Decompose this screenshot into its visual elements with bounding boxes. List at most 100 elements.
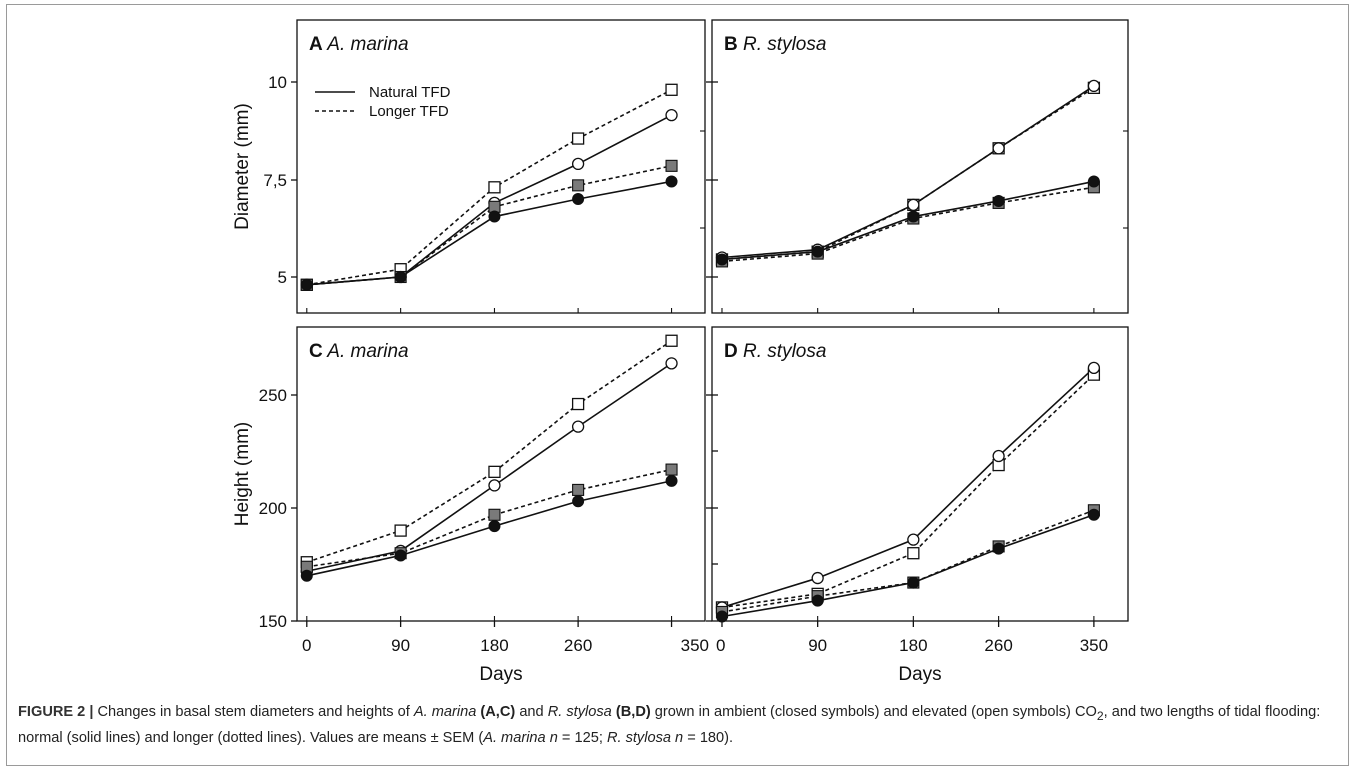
caption-text: Changes in basal stem diameters and heig… [93, 704, 414, 720]
point-open-square [571, 132, 585, 145]
legend-longer-tfd: Longer TFD [369, 103, 449, 120]
caption-text: (A,C) [480, 704, 516, 720]
point-filled-circle [715, 253, 728, 266]
y-tick-label: 250 [259, 386, 287, 405]
y-tick-label: 7,5 [263, 171, 287, 190]
point-filled-circle [992, 194, 1005, 207]
caption-text: R. stylosa [547, 704, 612, 720]
point-open-circle [665, 357, 678, 370]
panel-a: 5 7,5 10 Diameter (mm) Natural TFD Longer TFD [232, 19, 706, 314]
panel-c: 150 200 250 0 90 180 260 350 Days Height (mm) [232, 326, 709, 685]
caption-label: FIGURE 2 | [18, 704, 94, 720]
series-line [306, 180, 672, 286]
point-grey-square [488, 508, 501, 521]
caption-text: = 180). [683, 729, 734, 746]
x-tick-label: 260 [984, 636, 1012, 655]
y-axis-label: Diameter (mm) [232, 103, 253, 230]
x-axis-label: Days [898, 664, 941, 685]
point-filled-circle [907, 210, 920, 223]
caption-text: = 125; [557, 729, 607, 746]
x-tick-label: 180 [899, 636, 927, 655]
point-open-circle [1087, 361, 1101, 375]
figure-frame [6, 4, 1349, 766]
series-line [721, 509, 1095, 613]
point-open-square [488, 181, 501, 194]
point-open-square [488, 465, 501, 478]
point-open-circle [992, 449, 1005, 463]
point-grey-square [665, 159, 678, 172]
x-tick-label: 0 [716, 636, 725, 655]
plot-frame [711, 326, 1129, 622]
point-filled-circle [300, 569, 313, 582]
figure-chart: 5 7,5 10 Diameter (mm) Natural TFD Longer TFD… [232, 19, 1129, 685]
point-open-square [665, 83, 678, 96]
point-open-square [394, 524, 407, 537]
point-grey-square [572, 483, 585, 496]
point-filled-circle [811, 245, 824, 258]
point-grey-square [665, 463, 678, 476]
point-open-circle [907, 198, 920, 212]
point-open-circle [811, 571, 824, 585]
point-filled-circle [572, 495, 585, 508]
panel-b [706, 19, 1129, 314]
x-tick-label: 180 [480, 636, 508, 655]
panel-title: B R. stylosa [724, 34, 826, 55]
plot-frame [296, 326, 706, 622]
point-filled-circle [1087, 175, 1100, 188]
caption-text: and [515, 704, 548, 720]
point-filled-circle [665, 175, 678, 188]
point-filled-circle [1087, 508, 1100, 521]
point-open-circle [665, 109, 678, 122]
point-open-circle [1087, 79, 1101, 93]
caption-text: (B,D) [615, 704, 651, 720]
point-open-circle [992, 142, 1005, 155]
point-filled-circle [394, 549, 407, 562]
point-filled-circle [300, 278, 313, 291]
point-filled-circle [394, 271, 407, 283]
point-open-square [665, 334, 678, 347]
series-line [721, 85, 1095, 259]
series-line [721, 374, 1095, 609]
y-axis-label: Height (mm) [232, 422, 253, 527]
x-tick-label: 0 [302, 636, 311, 655]
point-filled-circle [907, 576, 920, 589]
y-tick-label: 150 [259, 612, 287, 631]
point-filled-circle [488, 520, 501, 533]
panel-title: C A. marina [309, 341, 409, 362]
series-line [306, 340, 672, 563]
y-tick-label: 10 [268, 73, 287, 92]
point-open-circle [488, 479, 501, 492]
caption-text: grown in ambient (closed symbols) and el… [650, 704, 1097, 720]
series-line [721, 87, 1095, 261]
panel-d: 0 90 180 260 350 Days [706, 326, 1129, 685]
point-open-circle [571, 420, 585, 433]
panel-title: A A. marina [309, 34, 409, 55]
y-tick-label: 5 [278, 268, 287, 287]
point-open-circle [571, 157, 585, 171]
x-axis-label: Days [479, 664, 522, 685]
point-filled-circle [572, 193, 585, 205]
point-open-circle [907, 533, 920, 546]
x-tick-label: 90 [391, 636, 410, 655]
x-tick-label: 350 [1080, 636, 1108, 655]
x-tick-label: 260 [564, 636, 592, 655]
legend-natural-tfd: Natural TFD [369, 84, 451, 101]
caption-text: , and two lengths of tidal flooding: nor… [18, 704, 1321, 746]
point-filled-circle [665, 474, 678, 487]
y-tick-label: 200 [259, 499, 287, 518]
x-tick-label: 90 [808, 636, 827, 655]
point-filled-circle [992, 542, 1005, 555]
caption-text: 2 [1096, 708, 1104, 723]
series-line [721, 367, 1095, 609]
figure-caption: FIGURE 2 | Changes in basal stem diamete… [18, 701, 1338, 749]
plot-frame [711, 19, 1129, 314]
point-filled-circle [811, 594, 824, 607]
point-filled-circle [488, 210, 501, 223]
caption-text: A. marina n [483, 729, 558, 746]
point-open-square [571, 397, 585, 411]
panel-title: D R. stylosa [724, 341, 826, 362]
series-line [721, 514, 1095, 618]
x-tick-label: 350 [681, 636, 709, 655]
caption-text: R. stylosa n [606, 729, 684, 746]
point-filled-circle [715, 610, 728, 623]
